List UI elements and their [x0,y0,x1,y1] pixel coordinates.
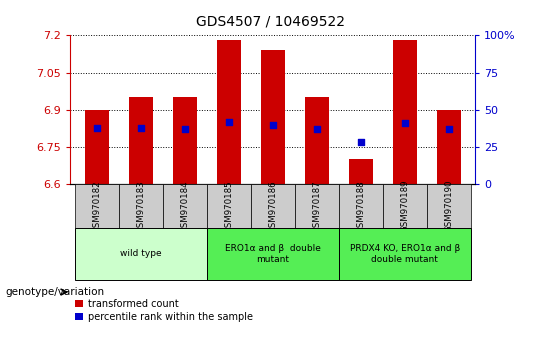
Bar [207,228,339,280]
Text: GSM970190: GSM970190 [444,180,453,233]
Point [401,120,409,126]
Point [136,125,145,130]
Text: ERO1α and β  double
mutant: ERO1α and β double mutant [225,244,321,264]
Bar [383,184,427,228]
Bar [339,228,471,280]
Bar [305,97,329,184]
Point [356,139,365,145]
Bar [173,97,197,184]
Bar [75,228,207,280]
Point [180,126,189,132]
Text: GSM970182: GSM970182 [92,180,101,233]
Bar [393,40,417,184]
Bar [129,97,153,184]
Text: GSM970187: GSM970187 [312,180,321,233]
Legend: transformed count, percentile rank within the sample: transformed count, percentile rank withi… [75,299,253,321]
Text: wild type: wild type [120,250,161,258]
Bar [84,110,109,184]
Text: GSM970188: GSM970188 [356,180,365,233]
Bar [163,184,207,228]
Text: GSM970184: GSM970184 [180,180,189,233]
Bar [251,184,295,228]
Bar [217,40,241,184]
Point [268,122,277,127]
Text: GSM970183: GSM970183 [136,180,145,233]
Text: PRDX4 KO, ERO1α and β
double mutant: PRDX4 KO, ERO1α and β double mutant [349,244,460,264]
Bar [261,50,285,184]
Point [444,126,453,132]
Bar [349,159,373,184]
Bar [339,184,383,228]
Text: GDS4507 / 10469522: GDS4507 / 10469522 [195,14,345,28]
Point [313,126,321,132]
Bar [119,184,163,228]
Point [92,125,101,130]
Bar [295,184,339,228]
Point [224,119,233,125]
Text: GSM970189: GSM970189 [400,180,409,233]
Text: GSM970185: GSM970185 [224,180,233,233]
Bar [207,184,251,228]
Text: genotype/variation: genotype/variation [5,287,105,297]
Text: GSM970186: GSM970186 [268,180,277,233]
Bar [75,184,119,228]
Bar [427,184,471,228]
Bar [437,110,461,184]
